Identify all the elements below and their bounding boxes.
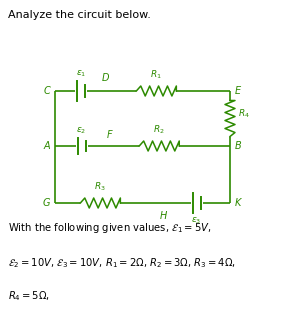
Text: F: F xyxy=(107,130,113,140)
Text: $\varepsilon_1$: $\varepsilon_1$ xyxy=(76,68,86,79)
Text: E: E xyxy=(235,86,241,96)
Text: K: K xyxy=(235,198,241,208)
Text: G: G xyxy=(43,198,50,208)
Text: H: H xyxy=(159,211,167,221)
Text: $\varepsilon_2$: $\varepsilon_2$ xyxy=(76,126,87,136)
Text: D: D xyxy=(101,73,109,83)
Text: $R_3$: $R_3$ xyxy=(94,180,106,193)
Text: $\mathcal{E}_2 = 10V$, $\mathcal{E}_3 = 10V$, $R_1 = 2\Omega$, $R_2 = 3\Omega$, : $\mathcal{E}_2 = 10V$, $\mathcal{E}_3 = … xyxy=(8,256,236,270)
Text: $\varepsilon_3$: $\varepsilon_3$ xyxy=(191,215,202,225)
Text: $R_4$: $R_4$ xyxy=(238,107,250,120)
Text: $R_2$: $R_2$ xyxy=(153,124,165,136)
Text: $R_4 = 5\Omega,$: $R_4 = 5\Omega,$ xyxy=(8,289,50,303)
Text: Analyze the circuit below.: Analyze the circuit below. xyxy=(8,10,151,20)
Text: With the following given values, $\mathcal{E}_1 = 5V,$: With the following given values, $\mathc… xyxy=(8,221,211,235)
Text: A: A xyxy=(44,141,50,151)
Text: C: C xyxy=(43,86,50,96)
Text: $R_1$: $R_1$ xyxy=(150,68,162,81)
Text: B: B xyxy=(235,141,242,151)
